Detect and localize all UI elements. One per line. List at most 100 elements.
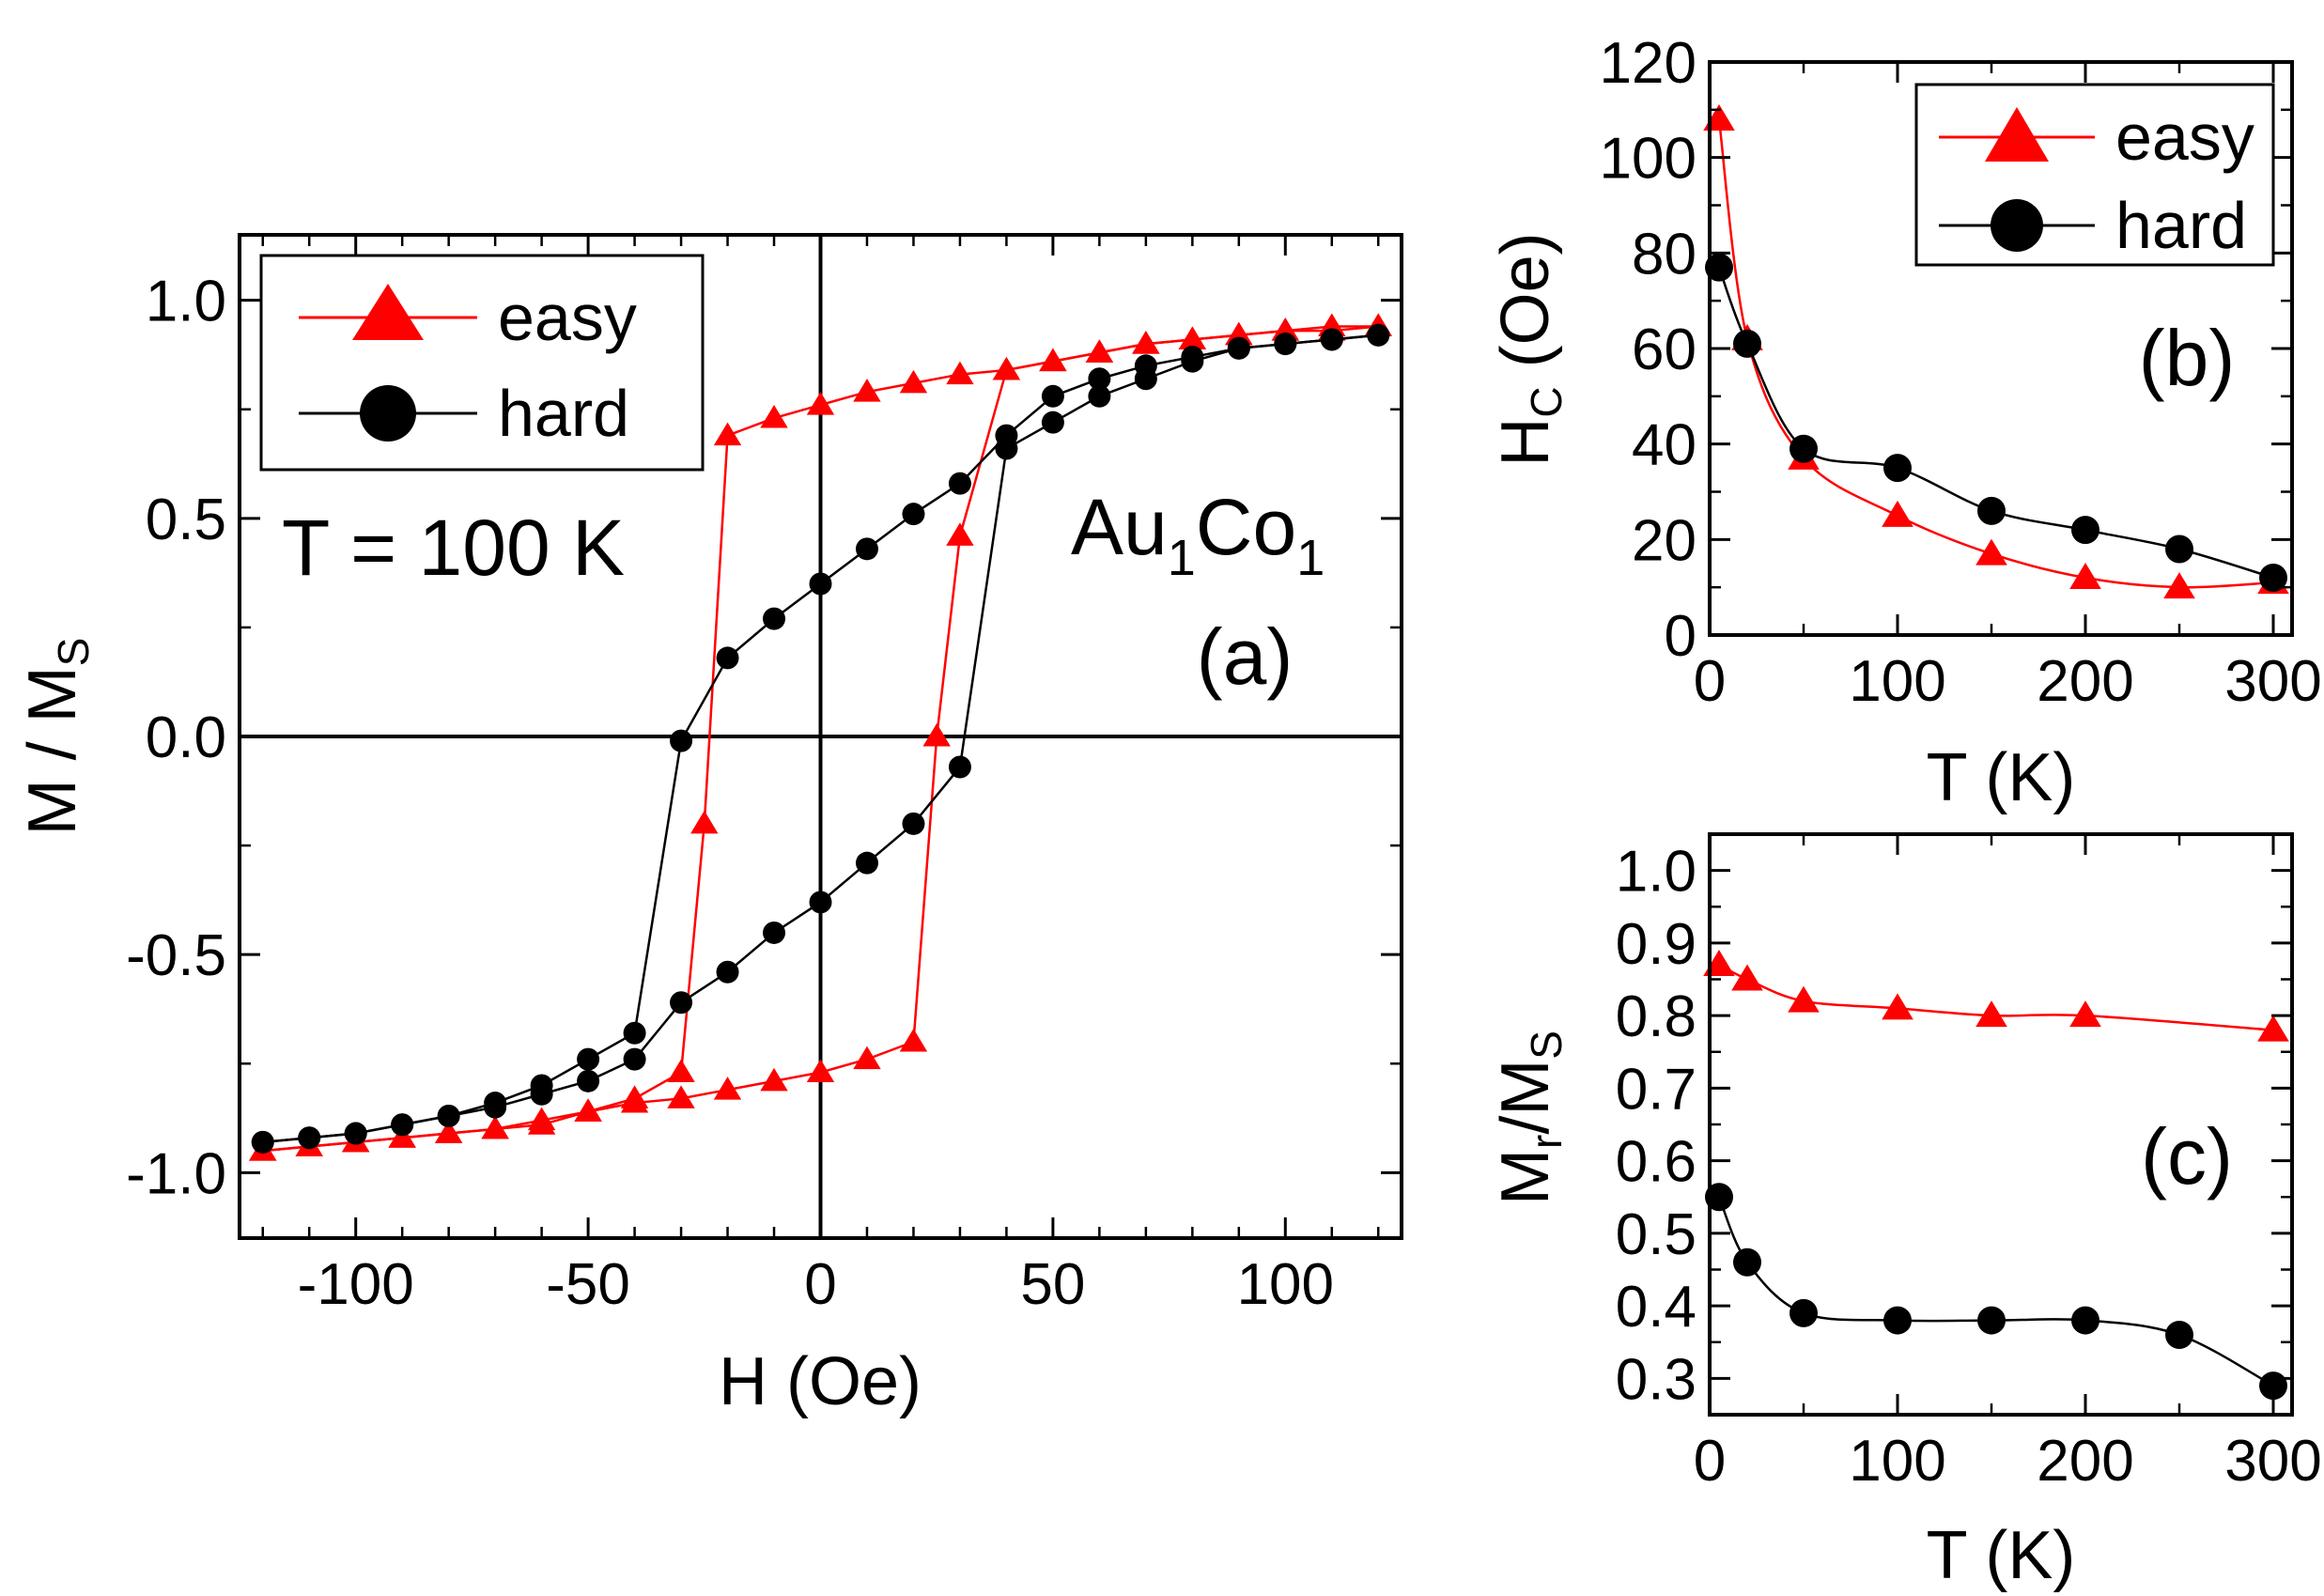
panel-a-series-3-point-1 — [298, 1126, 321, 1150]
panel-b-series-1-point-1 — [1733, 329, 1761, 358]
panel-c-series-1-point-4 — [1977, 1306, 2006, 1335]
panel-a-series-3-point-17 — [1041, 411, 1064, 434]
panel-c-x-tick-label-3: 300 — [2224, 1429, 2321, 1494]
panel-a-x-tick-label-3: 50 — [1020, 1252, 1085, 1317]
panel-a-series-3-point-7 — [577, 1069, 600, 1092]
panel-c-series-0-point-6 — [2257, 1015, 2289, 1042]
panel-c-y-tick-label-5: 0.8 — [1616, 984, 1697, 1049]
panel-c-label: (c) — [2141, 1112, 2233, 1201]
panel-a-series-1-point-5 — [481, 1115, 509, 1139]
panel-c-series-1-point-1 — [1733, 1247, 1761, 1277]
panel-a-series-1-point-3 — [388, 1124, 416, 1148]
panel-a-series-3-point-3 — [391, 1113, 414, 1137]
panel-a-series-2-point-11 — [855, 537, 878, 561]
panel-a-series-3-point-10 — [716, 960, 739, 984]
panel-c-series-1-point-3 — [1883, 1306, 1912, 1335]
panel-c-y-tick-label-0: 0.3 — [1616, 1347, 1697, 1412]
panel-a-series-1-point-11 — [760, 1067, 788, 1092]
panel-a-x-axis-title: H (Oe) — [719, 1344, 922, 1419]
panel-c: 0 100 200 300 0.3 0.4 0.5 0.6 0.7 0.8 0.9 1.0 T (K)… — [1488, 832, 2322, 1593]
panel-a-series-1-point-6 — [527, 1107, 556, 1131]
panel-b-series-1-point-3 — [1883, 454, 1912, 483]
panel-c-series-0-point-2 — [1788, 985, 1820, 1013]
panel-a-legend-easy-label: easy — [498, 281, 637, 354]
panel-a-series-1-point-8 — [620, 1090, 649, 1113]
panel-a-series-1-point-21 — [1178, 326, 1207, 349]
panel-a-series-1-point-9 — [667, 1085, 695, 1108]
panel-a-y-axis-title-sub: S — [49, 638, 98, 667]
panel-a-series-3-point-13 — [855, 851, 878, 875]
panel-a-series-2-point-12 — [809, 572, 832, 596]
panel-b-legend-easy-label: easy — [2115, 101, 2254, 174]
panel-c-y-axis-title-mid: /M — [1488, 1060, 1563, 1135]
panel-b-y-axis-title-sub: C — [1522, 386, 1571, 417]
panel-a-series-1-point-14 — [899, 1029, 928, 1052]
panel-a-series-3-point-19 — [1134, 367, 1157, 391]
panel-a-series-3-point-23 — [1320, 328, 1343, 351]
panel-a-y-tick-label-3: 0.5 — [146, 488, 226, 552]
panel-b-x-tick-label-0: 0 — [1694, 649, 1726, 714]
panel-b-plot — [1703, 104, 2289, 599]
panel-a-legend: easy hard — [259, 254, 705, 472]
panel-a: -100 -50 0 50 100 -1.0 -0.5 0.0 0.5 1.0 H (Oe) M … — [15, 233, 1403, 1419]
panel-a-y-tick-label-2: 0.0 — [146, 705, 226, 770]
panel-c-y-tick-label-6: 0.9 — [1616, 912, 1697, 977]
panel-a-x-tick-label-0: -100 — [298, 1252, 414, 1317]
panel-b-series-1-point-0 — [1705, 253, 1733, 282]
panel-a-series-2-point-7 — [1041, 384, 1064, 408]
panel-a-series-1-point-12 — [806, 1059, 835, 1083]
panel-a-series-1-point-22 — [1225, 321, 1253, 346]
panel-a-series-3-point-4 — [437, 1104, 460, 1127]
panel-a-series-2-point-10 — [902, 503, 925, 526]
sample-co: Co — [1196, 483, 1296, 571]
panel-b-legend-hard-circle — [1991, 199, 2043, 252]
panel-a-series-1-point-16 — [946, 522, 974, 546]
panel-c-series-1-point-2 — [1789, 1298, 1818, 1327]
panel-b-y-tick-label-6: 120 — [1600, 31, 1697, 96]
panel-a-series-3-point-5 — [484, 1095, 507, 1119]
panel-b-x-tick-label-2: 200 — [2037, 649, 2133, 714]
panel-c-series-1-line — [1717, 1196, 2274, 1387]
panel-c-y-axis-title-sub-r: r — [1522, 1135, 1571, 1149]
panel-a-y-axis-title-main: M / M — [15, 666, 90, 835]
panel-b-y-axis-title: HC (Oe) — [1488, 232, 1571, 466]
panel-a-series-2-point-17 — [577, 1047, 600, 1071]
sample-au-sub: 1 — [1168, 530, 1196, 586]
panel-a-series-0-point-12 — [806, 392, 835, 415]
panel-a-series-3-point-12 — [809, 891, 832, 914]
panel-a-series-1-point-4 — [434, 1120, 463, 1144]
panel-b-legend-easy-triangle — [1985, 107, 2049, 162]
panel-b-series-0-point-3 — [1882, 500, 1913, 527]
panel-c-series-0-point-4 — [1975, 1000, 2007, 1028]
panel-a-sample-annotation: Au1Co1 — [1071, 483, 1325, 586]
panel-a-series-3-point-24 — [1367, 323, 1390, 347]
panel-b-series-0-point-6 — [2163, 572, 2195, 599]
panel-b-y-tick-label-2: 40 — [1632, 413, 1697, 478]
panel-a-ticks: -100 -50 0 50 100 -1.0 -0.5 0.0 0.5 1.0 — [126, 235, 1402, 1317]
panel-b-y-tick-label-5: 100 — [1600, 127, 1697, 192]
panel-a-legend-hard-label: hard — [498, 377, 629, 450]
panel-c-ticks: 0 100 200 300 0.3 0.4 0.5 0.6 0.7 0.8 0.9 1.0 — [1616, 832, 2322, 1494]
panel-a-series-3-point-6 — [530, 1082, 553, 1106]
panel-a-series-0-point-11 — [853, 379, 881, 402]
panel-a-series-2-point-14 — [716, 646, 739, 670]
panel-a-series-3-point-22 — [1274, 333, 1297, 356]
panel-a-series-3-point-15 — [948, 755, 971, 779]
panel-a-series-1-point-24 — [1318, 313, 1346, 337]
panel-a-series-2-point-15 — [670, 729, 693, 752]
panel-a-temperature-annotation: T = 100 K — [282, 504, 625, 592]
panel-c-y-axis-title-sub-s: S — [1522, 1030, 1571, 1060]
panel-c-y-axis-title: Mr/MS — [1488, 1030, 1571, 1205]
panel-a-series-0-point-14 — [713, 422, 742, 446]
panel-a-series-1-point-19 — [1085, 339, 1114, 363]
panel-a-series-3-point-14 — [902, 812, 925, 835]
panel-c-y-tick-label-2: 0.5 — [1616, 1202, 1697, 1267]
panel-a-series-2-point-6 — [1088, 367, 1111, 391]
panel-b-series-0-point-5 — [2069, 563, 2101, 589]
sample-co-sub: 1 — [1296, 530, 1325, 586]
panel-c-x-axis-title: T (K) — [1927, 1518, 2076, 1593]
panel-a-series-3-point-2 — [344, 1122, 367, 1145]
panel-a-y-tick-label-4: 1.0 — [146, 270, 226, 334]
